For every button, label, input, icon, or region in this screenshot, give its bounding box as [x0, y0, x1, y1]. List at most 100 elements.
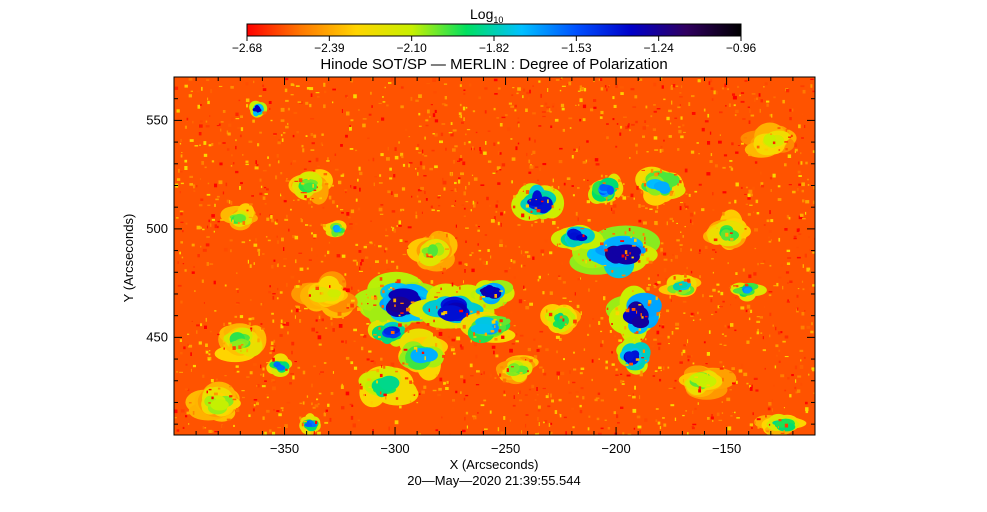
- texture-speck: [400, 152, 404, 157]
- texture-speck: [727, 325, 730, 329]
- texture-speck: [526, 91, 530, 95]
- texture-speck: [454, 200, 457, 202]
- texture-speck: [769, 177, 773, 180]
- texture-speck: [469, 254, 472, 257]
- texture-speck: [178, 168, 180, 173]
- texture-speck: [579, 372, 583, 375]
- texture-speck: [180, 409, 185, 413]
- texture-speck: [562, 297, 567, 299]
- texture-speck: [280, 193, 282, 197]
- texture-speck: [260, 364, 262, 369]
- texture-speck: [356, 261, 358, 266]
- texture-speck: [711, 258, 714, 260]
- texture-speck: [523, 254, 525, 257]
- texture-speck: [281, 237, 284, 242]
- texture-speck: [264, 186, 267, 189]
- texture-speck: [666, 116, 670, 121]
- texture-speck: [542, 387, 546, 390]
- texture-speck: [511, 343, 515, 345]
- texture-speck: [634, 332, 639, 334]
- texture-speck: [369, 241, 373, 244]
- texture-speck: [479, 339, 481, 343]
- texture-speck: [756, 316, 760, 318]
- texture-speck: [353, 328, 357, 332]
- texture-speck: [256, 402, 259, 406]
- y-tick-label: 500: [146, 221, 168, 236]
- texture-speck: [760, 99, 763, 103]
- texture-speck: [722, 166, 726, 169]
- texture-speck: [605, 175, 608, 178]
- texture-speck: [270, 227, 274, 229]
- texture-speck: [232, 346, 236, 350]
- texture-speck: [629, 252, 631, 255]
- texture-speck: [213, 392, 218, 396]
- texture-speck: [791, 374, 794, 377]
- texture-speck: [270, 215, 273, 219]
- texture-speck: [270, 119, 273, 122]
- texture-speck: [261, 385, 266, 388]
- texture-speck: [260, 373, 262, 376]
- texture-speck: [428, 254, 432, 256]
- texture-speck: [704, 120, 709, 123]
- texture-speck: [266, 362, 270, 364]
- texture-speck: [561, 261, 564, 266]
- texture-speck: [422, 165, 426, 170]
- texture-speck: [181, 152, 183, 153]
- polarization-patch: [485, 285, 494, 294]
- texture-speck: [575, 391, 579, 393]
- texture-speck: [264, 193, 268, 195]
- texture-speck: [324, 90, 327, 94]
- texture-speck: [708, 81, 711, 85]
- texture-speck: [376, 380, 378, 384]
- texture-speck: [730, 323, 734, 327]
- texture-speck: [611, 351, 613, 354]
- texture-speck: [269, 429, 272, 433]
- texture-speck: [373, 182, 375, 187]
- texture-speck: [774, 365, 777, 369]
- texture-speck: [517, 224, 521, 226]
- texture-speck: [283, 200, 287, 203]
- texture-speck: [422, 153, 424, 156]
- texture-speck: [230, 200, 233, 205]
- texture-speck: [659, 325, 661, 327]
- texture-speck: [528, 171, 532, 174]
- texture-speck: [396, 279, 401, 284]
- texture-speck: [210, 89, 213, 94]
- texture-speck: [311, 402, 313, 406]
- texture-speck: [753, 211, 755, 213]
- texture-speck: [540, 93, 542, 98]
- texture-speck: [658, 312, 661, 314]
- texture-speck: [310, 118, 315, 120]
- texture-speck: [468, 181, 470, 186]
- texture-speck: [418, 112, 421, 116]
- texture-speck: [226, 148, 230, 151]
- texture-speck: [298, 280, 300, 283]
- texture-speck: [659, 378, 662, 382]
- texture-speck: [679, 92, 682, 94]
- texture-speck: [731, 367, 735, 371]
- texture-speck: [600, 174, 603, 178]
- texture-speck: [393, 228, 396, 233]
- texture-speck: [291, 350, 293, 355]
- texture-speck: [448, 132, 453, 134]
- texture-speck: [226, 418, 231, 421]
- texture-speck: [604, 248, 608, 252]
- texture-speck: [561, 107, 565, 111]
- texture-speck: [594, 158, 599, 162]
- texture-speck: [800, 161, 803, 165]
- texture-speck: [257, 384, 260, 388]
- texture-speck: [633, 197, 635, 200]
- texture-speck: [698, 252, 701, 254]
- texture-speck: [644, 236, 646, 241]
- texture-speck: [472, 202, 476, 205]
- texture-speck: [744, 193, 747, 195]
- texture-speck: [719, 111, 723, 114]
- texture-speck: [734, 114, 737, 117]
- texture-speck: [706, 384, 710, 387]
- texture-speck: [625, 256, 627, 260]
- polarization-patch: [508, 363, 520, 373]
- texture-speck: [478, 249, 482, 252]
- texture-speck: [673, 276, 676, 280]
- texture-speck: [569, 370, 571, 374]
- texture-speck: [277, 160, 280, 164]
